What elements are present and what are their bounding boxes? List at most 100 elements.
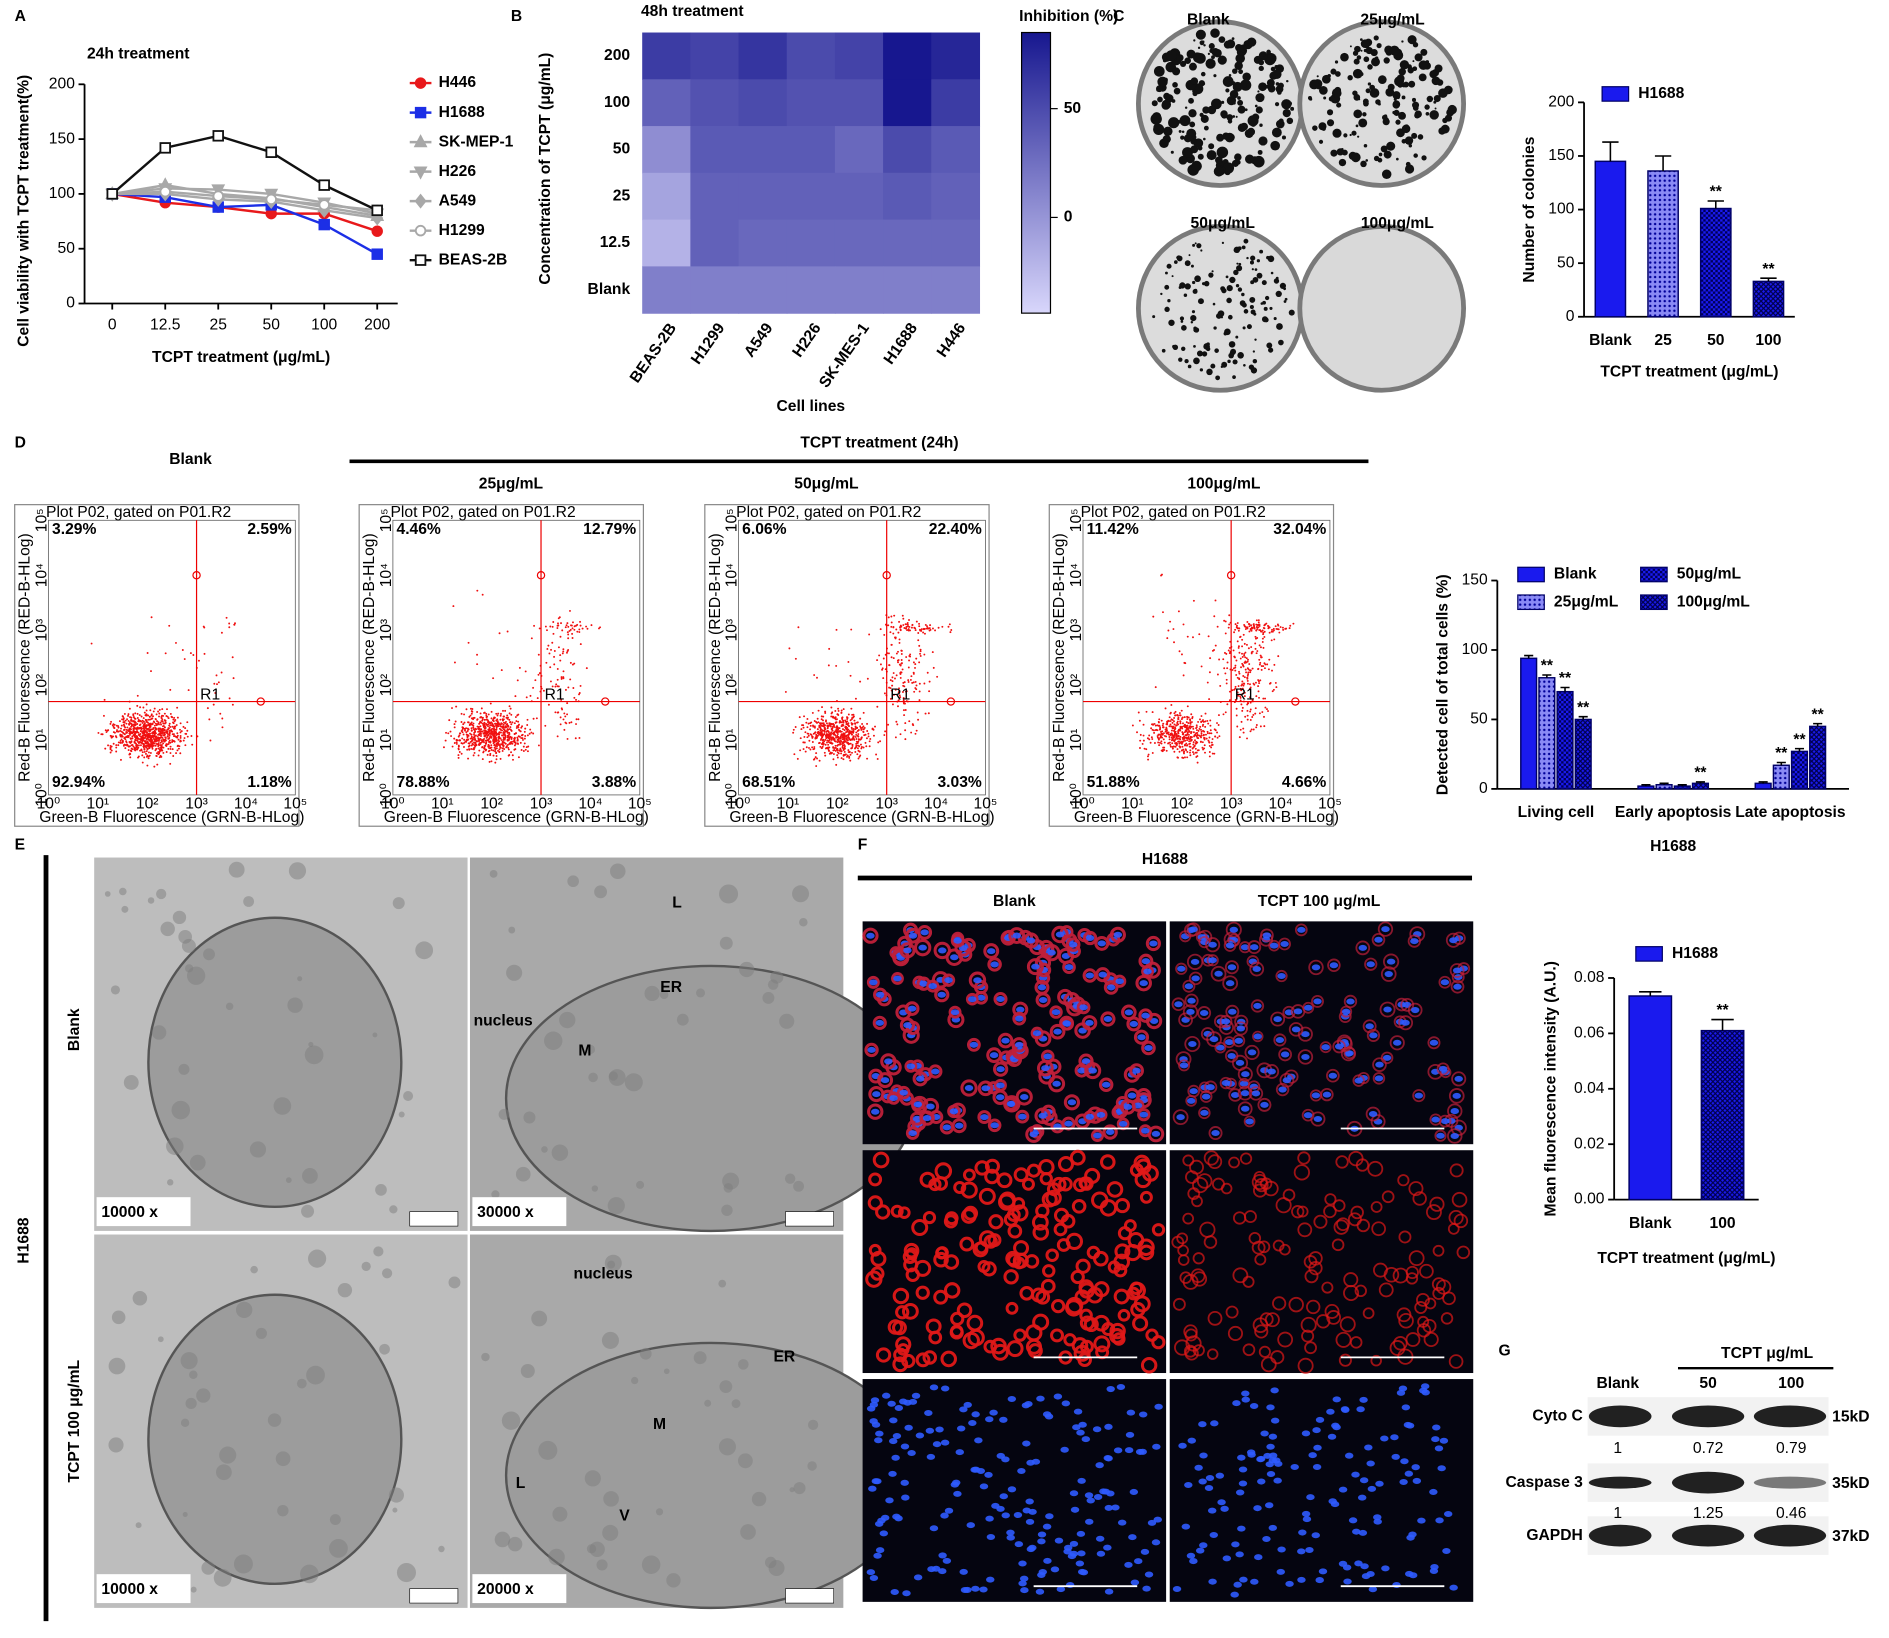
cell-nucleus bbox=[1132, 1068, 1140, 1074]
colony bbox=[1363, 101, 1369, 107]
flow-dot bbox=[1193, 741, 1195, 743]
flow-dot bbox=[495, 725, 497, 727]
flow-dot bbox=[938, 627, 940, 629]
colony bbox=[1226, 114, 1233, 121]
flow-dot bbox=[1242, 675, 1244, 677]
flow-dot bbox=[1204, 737, 1206, 739]
flow-dot bbox=[576, 631, 578, 633]
flow-dot bbox=[511, 741, 513, 743]
y-tick-label: 200 bbox=[1548, 94, 1574, 111]
flow-dot bbox=[894, 678, 896, 680]
flow-dot bbox=[1248, 623, 1250, 625]
flow-dot bbox=[510, 708, 512, 710]
marker bbox=[319, 180, 329, 190]
flow-dot bbox=[1266, 708, 1268, 710]
flow-dot bbox=[480, 712, 482, 714]
colony bbox=[1198, 298, 1204, 304]
colony bbox=[1282, 135, 1286, 139]
flow-dot bbox=[123, 724, 125, 726]
heatmap-cell bbox=[787, 79, 836, 126]
flow-dot bbox=[1186, 751, 1188, 753]
flow-dot bbox=[122, 715, 124, 717]
tem-organelle bbox=[250, 1266, 258, 1274]
flow-dot bbox=[109, 745, 111, 747]
x-tick-label: A549 bbox=[741, 320, 777, 361]
flow-dot bbox=[474, 731, 476, 733]
cell-nucleus bbox=[893, 975, 901, 981]
dish-label: 50μg/mL bbox=[1191, 215, 1256, 232]
flow-dot bbox=[169, 723, 171, 725]
flow-dot bbox=[156, 713, 158, 715]
flow-dot bbox=[497, 715, 499, 717]
flow-dot bbox=[461, 737, 463, 739]
colony bbox=[1394, 76, 1404, 86]
flow-dot bbox=[1258, 629, 1260, 631]
colony bbox=[1448, 105, 1457, 114]
flow-dot bbox=[809, 749, 811, 751]
legend-label: H1299 bbox=[439, 222, 485, 239]
flow-dot bbox=[916, 730, 918, 732]
flow-dot bbox=[841, 757, 843, 759]
flow-dot bbox=[142, 732, 144, 734]
flow-dot bbox=[1223, 713, 1225, 715]
flow-dot bbox=[556, 627, 558, 629]
flow-dot bbox=[160, 750, 162, 752]
flow-dot bbox=[1182, 722, 1184, 724]
flow-dot bbox=[132, 713, 134, 715]
flow-dot bbox=[1155, 729, 1157, 731]
flow-dot bbox=[119, 734, 121, 736]
flow-dot bbox=[1235, 660, 1237, 662]
flow-dot bbox=[501, 723, 503, 725]
flow-dot bbox=[1181, 718, 1183, 720]
flow-dot bbox=[842, 736, 844, 738]
flow-dot bbox=[480, 728, 482, 730]
x-tick-label: Living cell bbox=[1518, 804, 1595, 821]
flow-dot bbox=[445, 732, 447, 734]
tem-organelle bbox=[152, 1025, 166, 1039]
flow-dot bbox=[464, 722, 466, 724]
flow-dot bbox=[830, 741, 832, 743]
flow-dot bbox=[1181, 741, 1183, 743]
y-tick-label: 200 bbox=[49, 75, 75, 92]
flow-dot bbox=[216, 683, 218, 685]
flow-dot bbox=[1243, 655, 1245, 657]
flow-dot bbox=[924, 633, 926, 635]
flow-dot bbox=[553, 656, 555, 658]
flow-dot bbox=[1252, 651, 1254, 653]
flow-dot bbox=[567, 686, 569, 688]
colony bbox=[1237, 352, 1244, 359]
flow-dot bbox=[1196, 732, 1198, 734]
flow-dot bbox=[1179, 736, 1181, 738]
colony bbox=[1235, 336, 1238, 339]
colony bbox=[1188, 98, 1194, 104]
flow-dot bbox=[1247, 710, 1249, 712]
colony bbox=[1191, 321, 1193, 323]
flow-dot bbox=[1250, 646, 1252, 648]
flow-dot bbox=[815, 734, 817, 736]
flow-dot bbox=[899, 638, 901, 640]
tem-organelle bbox=[297, 976, 302, 981]
flow-dot bbox=[1258, 659, 1260, 661]
flow-dot bbox=[164, 726, 166, 728]
flow-dot bbox=[813, 674, 815, 676]
cell-nucleus bbox=[909, 933, 917, 939]
flow-dot bbox=[471, 729, 473, 731]
flow-dot bbox=[1167, 742, 1169, 744]
heatmap-cell bbox=[739, 266, 788, 313]
panel-letter: E bbox=[15, 837, 25, 854]
panel-letter: B bbox=[511, 8, 522, 25]
flow-dot bbox=[843, 744, 845, 746]
flow-dot bbox=[483, 733, 485, 735]
flow-dot bbox=[900, 733, 902, 735]
dish-label: 25μg/mL bbox=[1360, 12, 1425, 29]
flow-dot bbox=[910, 675, 912, 677]
heatmap-cell bbox=[835, 173, 884, 220]
flow-dot bbox=[121, 725, 123, 727]
flow-dot bbox=[836, 749, 838, 751]
flow-dot bbox=[914, 627, 916, 629]
flow-dot bbox=[837, 708, 839, 710]
error-bar bbox=[1711, 1020, 1733, 1031]
flow-dot bbox=[827, 748, 829, 750]
dish-label: Blank bbox=[1187, 12, 1230, 29]
flow-dot bbox=[897, 661, 899, 663]
